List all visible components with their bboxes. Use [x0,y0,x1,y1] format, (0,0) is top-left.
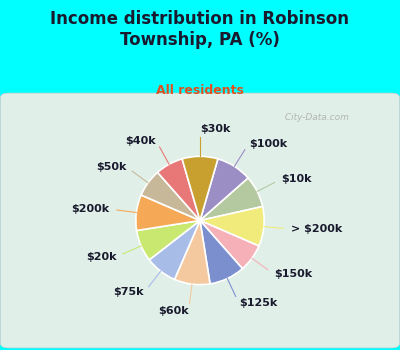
Text: $75k: $75k [114,287,144,298]
Text: $30k: $30k [200,124,230,134]
Wedge shape [136,195,200,231]
Wedge shape [200,178,263,220]
Wedge shape [137,220,200,260]
Text: All residents: All residents [156,84,244,97]
Wedge shape [200,206,264,246]
Text: $100k: $100k [249,139,287,148]
Text: $60k: $60k [158,306,188,316]
Text: $150k: $150k [274,269,312,279]
Text: > $200k: > $200k [291,224,342,234]
Wedge shape [200,220,242,284]
Wedge shape [182,156,218,220]
Text: $200k: $200k [72,204,110,214]
Text: $10k: $10k [281,174,312,184]
Text: Income distribution in Robinson
Township, PA (%): Income distribution in Robinson Township… [50,10,350,49]
Text: $20k: $20k [86,252,116,262]
Wedge shape [174,220,210,285]
Text: $40k: $40k [126,136,156,146]
Text: $125k: $125k [239,298,277,308]
Text: $50k: $50k [96,162,126,172]
Wedge shape [200,220,259,269]
Wedge shape [158,159,200,220]
Wedge shape [200,159,248,220]
Text: City-Data.com: City-Data.com [282,113,349,122]
FancyBboxPatch shape [0,93,400,348]
Wedge shape [141,172,200,220]
Wedge shape [149,220,200,279]
